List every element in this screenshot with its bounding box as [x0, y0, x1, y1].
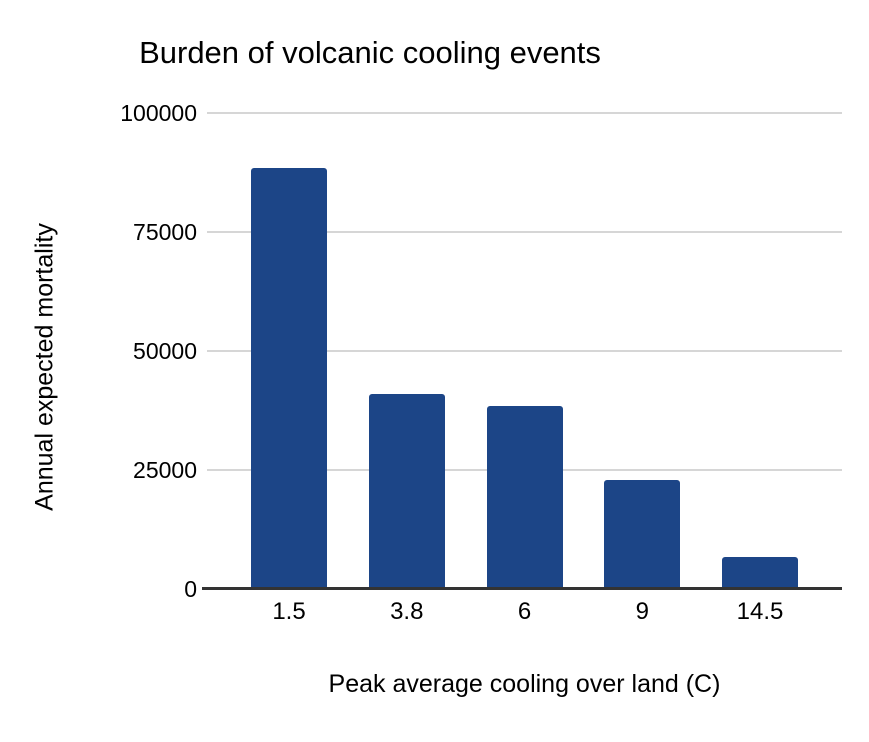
x-tick-label: 3.8 — [390, 598, 424, 625]
gridline-100000 — [207, 112, 842, 114]
x-tick-label: 6 — [517, 598, 532, 625]
y-tick-labels: 0 25000 50000 75000 100000 — [0, 100, 197, 602]
bar — [251, 167, 327, 589]
bars-container — [207, 113, 842, 589]
gridline-75000 — [207, 231, 842, 233]
x-axis-title: Peak average cooling over land (C) — [328, 670, 721, 698]
bar — [368, 393, 445, 589]
x-tick-labels: 1.5 3.8 6 9 14.5 — [207, 598, 842, 626]
y-tick-label: 50000 — [133, 338, 197, 364]
y-tick-label: 100000 — [120, 100, 197, 126]
x-axis-line — [202, 587, 842, 590]
y-tick-label: 25000 — [133, 457, 197, 483]
bar — [722, 556, 798, 589]
x-tick-label: 14.5 — [736, 598, 784, 625]
chart-title: Burden of volcanic cooling events — [139, 35, 601, 70]
bar — [604, 479, 681, 589]
y-tick-label: 75000 — [133, 219, 197, 245]
x-tick-label: 1.5 — [272, 598, 306, 625]
y-tick-label: 0 — [184, 576, 197, 602]
x-tick-label: 9 — [635, 598, 649, 625]
bar — [486, 405, 563, 589]
plot-area — [202, 112, 842, 590]
gridline-50000 — [207, 350, 842, 352]
